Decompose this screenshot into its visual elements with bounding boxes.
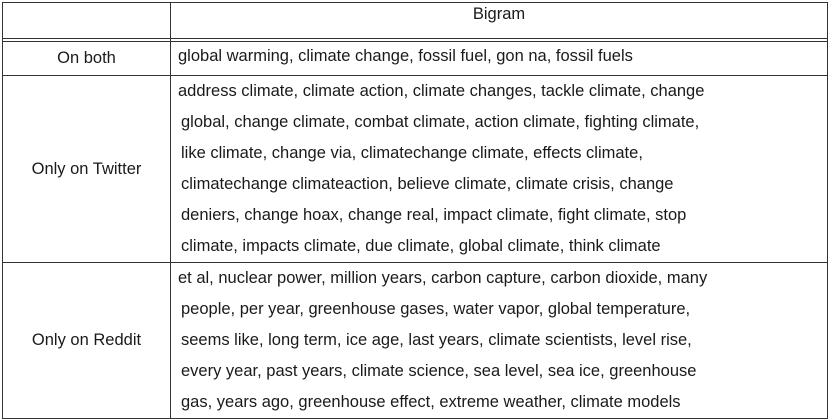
header-row: Bigram: [2, 2, 828, 39]
header-bigram: Bigram: [170, 2, 828, 39]
row-label: Only on Reddit: [2, 262, 171, 419]
table-row: Only on Reddit et al, nuclear power, mil…: [2, 262, 828, 419]
bigram-line: deniers, change hoax, change real, impac…: [181, 206, 687, 224]
table-row: On both global warming, climate change, …: [2, 41, 828, 76]
header-empty-cell: [2, 2, 171, 39]
bigram-line: et al, nuclear power, million years, car…: [178, 269, 708, 287]
row-bigrams: et al, nuclear power, million years, car…: [170, 262, 828, 419]
bigram-line: like climate, change via, climatechange …: [181, 144, 643, 162]
bigram-line: seems like, long term, ice age, last yea…: [181, 331, 692, 349]
bigram-line: gas, years ago, greenhouse effect, extre…: [181, 393, 681, 411]
bigram-line: people, per year, greenhouse gases, wate…: [181, 300, 691, 318]
table-row: Only on Twitter address climate, climate…: [2, 75, 828, 263]
row-bigrams: global warming, climate change, fossil f…: [170, 41, 828, 76]
row-label: On both: [2, 41, 171, 76]
row-label: Only on Twitter: [2, 75, 171, 263]
bigram-line: address climate, climate action, climate…: [178, 82, 705, 100]
bigram-line: every year, past years, climate science,…: [181, 362, 697, 380]
bigram-line: climate, impacts climate, due climate, g…: [181, 237, 661, 255]
bigram-line: global, change climate, combat climate, …: [181, 113, 700, 131]
row-bigrams: address climate, climate action, climate…: [170, 75, 828, 263]
bigram-line: climatechange climateaction, believe cli…: [181, 175, 674, 193]
